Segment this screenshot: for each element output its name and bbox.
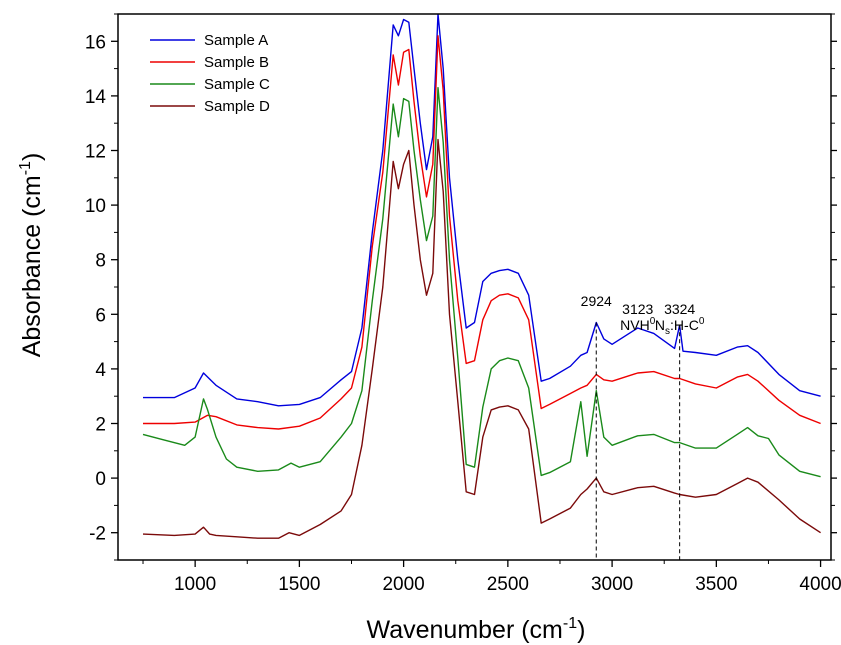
y-tick-label-2: 0 [95,469,106,490]
x-tick-label-6: 3500 [695,574,737,595]
y-tick-label-3: 2 [95,415,106,436]
y-tick-label-5: 6 [95,305,106,326]
y-tick-label-8: 12 [85,142,106,163]
series-line-3 [142,86,821,478]
legend-label-3: Sample C [204,76,270,93]
annotation-2-label: NVH0 [620,316,656,333]
y-tick-label-9: 14 [85,87,107,108]
series-line-4 [142,138,821,539]
legend-label-1: Sample A [204,32,268,49]
y-tick-label-4: 4 [95,360,106,381]
y-tick-label-7: 10 [85,196,106,217]
x-tick-label-2: 1500 [278,574,320,595]
plot-frame [117,13,832,561]
legend: Sample A Sample B Sample C Sample D [150,32,270,115]
series-layer [142,14,821,539]
x-tick-label-5: 3000 [591,574,633,595]
legend-label-2: Sample B [204,54,269,71]
annotation-2-value: 3123 [622,301,653,317]
axes-layer: 1000 1500 2000 2500 3000 3500 4000 -2 0 2 4 6 8 10 12 1… [85,13,841,595]
annotation-1-value: 2924 [581,293,612,309]
x-tick-label-1: 1000 [174,574,216,595]
y-axis-title: Absorbance (cm-1) [17,153,46,358]
y-tick-label-10: 16 [85,32,106,53]
y-tick-label-1: -2 [89,524,106,545]
legend-label-4: Sample D [204,98,270,115]
x-tick-label-4: 2500 [487,574,529,595]
x-tick-label-3: 2000 [382,574,424,595]
x-tick-label-7: 4000 [799,574,841,595]
annotation-3-label: Ns:H-C0 [655,316,705,337]
series-line-1 [143,14,821,407]
annotation-3-value: 3324 [664,301,695,317]
x-axis-title: Wavenumber (cm-1) [367,615,586,644]
y-tick-label-6: 8 [95,251,106,272]
series-line-2 [143,35,821,430]
